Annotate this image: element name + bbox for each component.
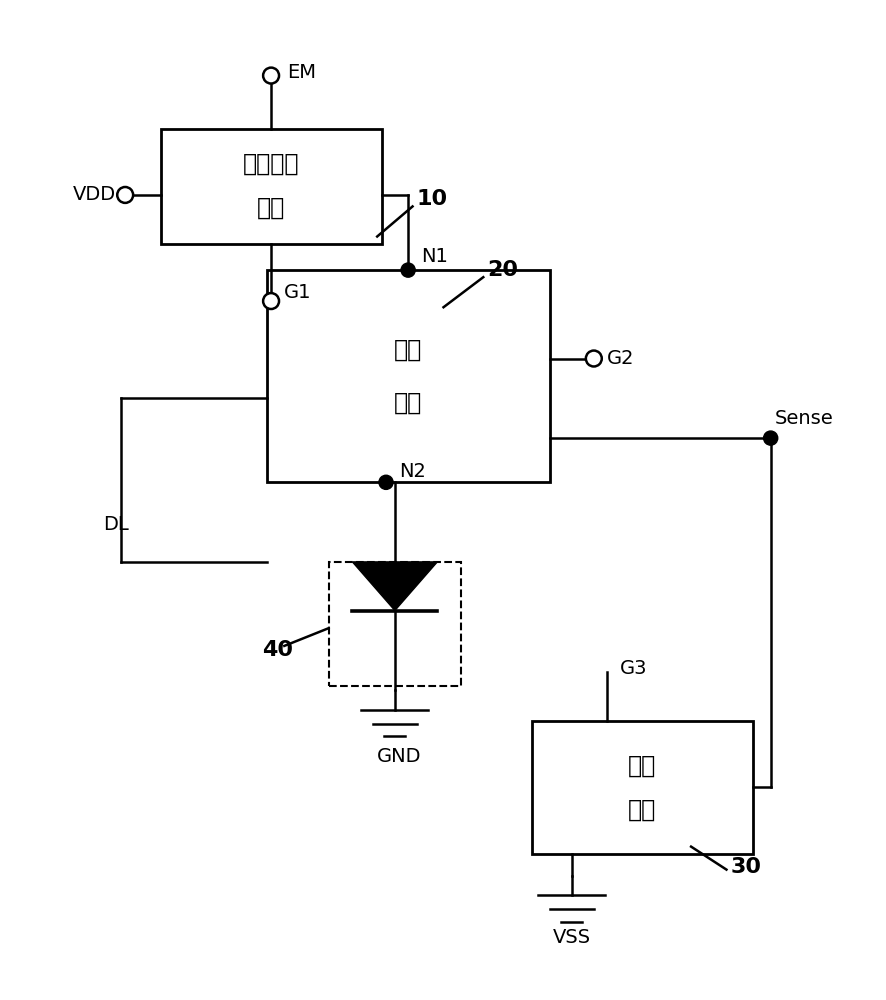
Text: G2: G2 — [606, 349, 633, 368]
Text: 开关: 开关 — [627, 753, 656, 777]
Text: EM: EM — [287, 63, 315, 82]
Text: 10: 10 — [416, 189, 447, 209]
Circle shape — [378, 475, 392, 489]
Circle shape — [263, 68, 279, 84]
Bar — [160, 129, 381, 244]
Text: VDD: VDD — [74, 185, 116, 204]
Text: G1: G1 — [284, 283, 312, 302]
Circle shape — [400, 263, 415, 277]
Text: GND: GND — [377, 747, 421, 766]
Bar — [328, 562, 461, 686]
Text: DL: DL — [104, 515, 129, 534]
Polygon shape — [352, 562, 437, 611]
Text: G3: G3 — [619, 659, 647, 678]
Bar — [267, 270, 549, 482]
Circle shape — [763, 431, 777, 445]
Circle shape — [263, 293, 279, 309]
Text: 20: 20 — [487, 260, 518, 280]
Text: 电压控制: 电压控制 — [243, 152, 299, 176]
Bar — [532, 721, 752, 854]
Text: 30: 30 — [730, 857, 761, 877]
Circle shape — [117, 187, 133, 203]
Text: 模块: 模块 — [393, 391, 422, 415]
Text: 40: 40 — [262, 640, 293, 660]
Text: N1: N1 — [421, 247, 447, 266]
Text: 模块: 模块 — [257, 196, 285, 220]
Text: 模块: 模块 — [627, 797, 656, 821]
Text: VSS: VSS — [552, 928, 590, 947]
Text: 驱动: 驱动 — [393, 338, 422, 362]
Text: N2: N2 — [399, 462, 425, 481]
Circle shape — [585, 351, 601, 366]
Text: Sense: Sense — [774, 409, 833, 428]
